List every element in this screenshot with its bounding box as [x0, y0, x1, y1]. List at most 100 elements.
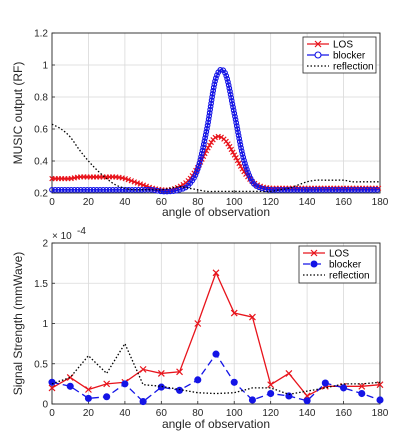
data-point: [121, 380, 129, 388]
data-point: [214, 72, 220, 79]
data-point: [106, 186, 113, 193]
y-tick-label: 2: [42, 239, 48, 250]
data-point: [154, 187, 161, 194]
data-point: [207, 103, 214, 110]
data-point: [361, 186, 368, 193]
data-point: [231, 152, 238, 158]
y-tick-label: 0.5: [34, 359, 48, 370]
data-point: [284, 186, 291, 193]
data-point: [238, 145, 244, 151]
data-point: [259, 185, 265, 192]
y-tick-label: 0.8: [34, 93, 48, 104]
data-point: [157, 383, 165, 391]
data-point: [278, 186, 285, 193]
data-point: [139, 398, 147, 406]
data-point: [113, 186, 119, 193]
x-tick-label: 0: [49, 408, 55, 419]
data-point: [228, 97, 235, 104]
data-point: [239, 151, 246, 158]
x-tick-label: 20: [83, 408, 95, 419]
data-point: [176, 368, 183, 376]
data-point: [321, 379, 329, 387]
axes-box: [51, 242, 381, 405]
data-point: [246, 172, 253, 179]
data-point: [209, 91, 216, 97]
data-point: [237, 163, 244, 169]
data-point: [265, 186, 272, 193]
data-point: [129, 186, 135, 193]
data-point: [74, 186, 81, 193]
data-point: [268, 187, 275, 193]
data-point: [339, 186, 345, 193]
data-point: [297, 186, 304, 193]
data-point: [242, 160, 248, 167]
x-tick-label: 140: [299, 197, 316, 208]
data-point: [211, 81, 218, 88]
data-point: [103, 186, 110, 193]
data-point: [167, 188, 174, 195]
data-point: [236, 135, 243, 142]
data-point: [236, 138, 243, 145]
y-tick-label: 0.6: [34, 125, 48, 136]
data-point: [329, 186, 336, 193]
x-tick-label: 100: [226, 408, 243, 419]
data-point: [294, 186, 301, 193]
data-point: [236, 160, 242, 167]
x-tick-label: 40: [119, 408, 131, 419]
x-tick-label: 160: [335, 408, 352, 419]
legend-item-reflection: reflection: [303, 271, 370, 282]
data-point: [209, 94, 215, 100]
data-point: [213, 75, 219, 82]
data-point: [342, 186, 349, 193]
data-point: [332, 186, 339, 193]
data-point: [233, 155, 239, 161]
data-point: [135, 186, 142, 193]
x-tick-label: 80: [192, 197, 204, 208]
data-point: [68, 186, 75, 193]
data-point: [249, 313, 256, 321]
data-point: [358, 389, 366, 398]
y-tick-label: 1.5: [34, 279, 48, 290]
data-point: [235, 132, 242, 139]
data-point: [200, 144, 206, 151]
data-point: [376, 381, 384, 389]
data-point: [87, 186, 94, 193]
data-point: [235, 129, 241, 136]
data-point: [313, 186, 320, 193]
data-point: [230, 107, 237, 114]
x-tick-label: 120: [262, 197, 279, 208]
data-point: [140, 182, 147, 188]
data-point: [256, 184, 263, 191]
data-point: [199, 147, 206, 154]
axes-box: [51, 32, 381, 194]
series-reflection: [51, 123, 380, 193]
data-point: [202, 135, 208, 141]
legend-label: blocker: [329, 260, 362, 271]
data-point: [253, 183, 260, 189]
x-tick-label: 80: [192, 408, 204, 419]
data-point: [195, 163, 202, 169]
data-point: [310, 186, 317, 193]
exponent-power: -4: [77, 226, 86, 237]
data-point: [132, 186, 139, 193]
data-point: [212, 78, 218, 85]
data-point: [231, 110, 238, 117]
legend-item-los: LOS: [303, 249, 349, 260]
data-point: [84, 186, 91, 193]
data-point: [204, 122, 211, 129]
data-point: [358, 382, 366, 390]
y-tick-label: 1.2: [34, 29, 48, 40]
data-point: [244, 166, 250, 173]
data-point: [125, 176, 132, 183]
x-tick-label: 60: [156, 197, 168, 208]
data-point: [77, 186, 84, 193]
data-point: [233, 119, 240, 126]
data-point: [131, 179, 138, 185]
data-point: [100, 186, 107, 193]
data-point: [170, 188, 177, 194]
data-point: [267, 381, 275, 389]
data-point: [225, 82, 232, 88]
x-tick-label: 140: [299, 408, 316, 419]
